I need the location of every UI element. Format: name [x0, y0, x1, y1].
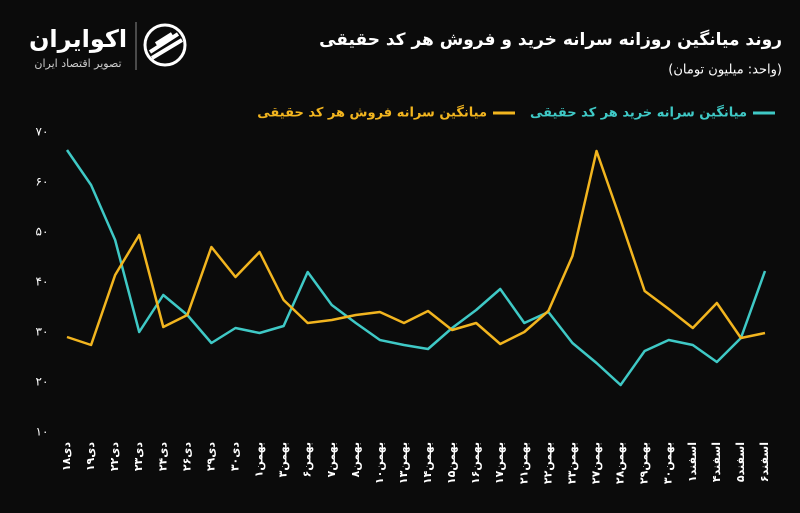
x-tick-label: ۲۳دی [132, 442, 145, 472]
x-tick-label: ۳بهمن [277, 442, 290, 477]
x-tick-label: ۲۶دی [180, 442, 193, 472]
x-tick-label: ۴اسفند [710, 442, 723, 482]
logo-icon [143, 23, 187, 67]
x-tick-label: ۱اسفند [686, 442, 699, 482]
logo-tagline: تصویر اقتصاد ایران [34, 57, 121, 70]
logo-name: اکوایران [29, 25, 127, 53]
x-tick-label: ۱۳بهمن [397, 442, 410, 484]
legend-label: میانگین سرانه خرید هر کد حقیقی [530, 105, 747, 121]
x-tick-label: ۲۲بهمن [541, 442, 554, 484]
x-tick-label: ۱۰بهمن [373, 442, 386, 484]
x-tick-label: ۲۸بهمن [614, 442, 627, 484]
x-tick-label: ۲۳بهمن [565, 442, 578, 484]
y-tick-label: ۵۰ [36, 225, 49, 239]
x-tick-label: ۱۷بهمن [493, 442, 506, 484]
x-tick-label: ۳۰بهمن [662, 442, 675, 484]
x-tick-label: ۲۲دی [108, 442, 121, 472]
y-tick-label: ۳۰ [36, 325, 49, 339]
line-series [65, 149, 767, 387]
x-tick-label: ۱۹دی [84, 442, 97, 472]
x-tick-label: ۶بهمن [301, 442, 314, 477]
x-tick-label: ۷بهمن [325, 442, 338, 477]
chart-subtitle: (واحد: میلیون تومان) [668, 63, 782, 78]
x-tick-label: ۸بهمن [349, 442, 362, 477]
y-tick-label: ۶۰ [36, 175, 49, 189]
logo: اکوایران تصویر اقتصاد ایران [29, 22, 187, 70]
x-tick-label: ۲۷بهمن [590, 442, 603, 484]
x-tick-label: ۶اسفند [758, 442, 771, 482]
x-tick-label: ۳۰دی [228, 442, 241, 472]
chart-title: روند میانگین روزانه سرانه خرید و فروش هر… [319, 29, 782, 50]
x-tick-label: ۱۸دی [60, 442, 73, 472]
y-tick-label: ۱۰ [36, 425, 49, 439]
y-tick-label: ۷۰ [36, 125, 49, 139]
x-tick-label: ۵اسفند [734, 442, 747, 482]
y-tick-label: ۲۰ [36, 375, 49, 389]
x-tick-label: ۲۹دی [204, 442, 217, 472]
x-tick-label: ۲۹بهمن [638, 442, 651, 484]
x-tick-label: ۱۶بهمن [469, 442, 482, 484]
x-tick-label: ۱۵بهمن [445, 442, 458, 484]
x-tick-label: ۲۴دی [156, 442, 169, 472]
x-tick-label: ۱۴بهمن [421, 442, 434, 484]
line-series [66, 149, 766, 347]
x-tick-label: ۱بهمن [253, 442, 266, 477]
y-tick-label: ۴۰ [36, 275, 49, 289]
logo-icon-stripes [148, 32, 184, 60]
legend-label: میانگین سرانه فروش هر کد حقیقی [257, 105, 487, 121]
x-tick-label: ۲۱بهمن [517, 442, 530, 484]
